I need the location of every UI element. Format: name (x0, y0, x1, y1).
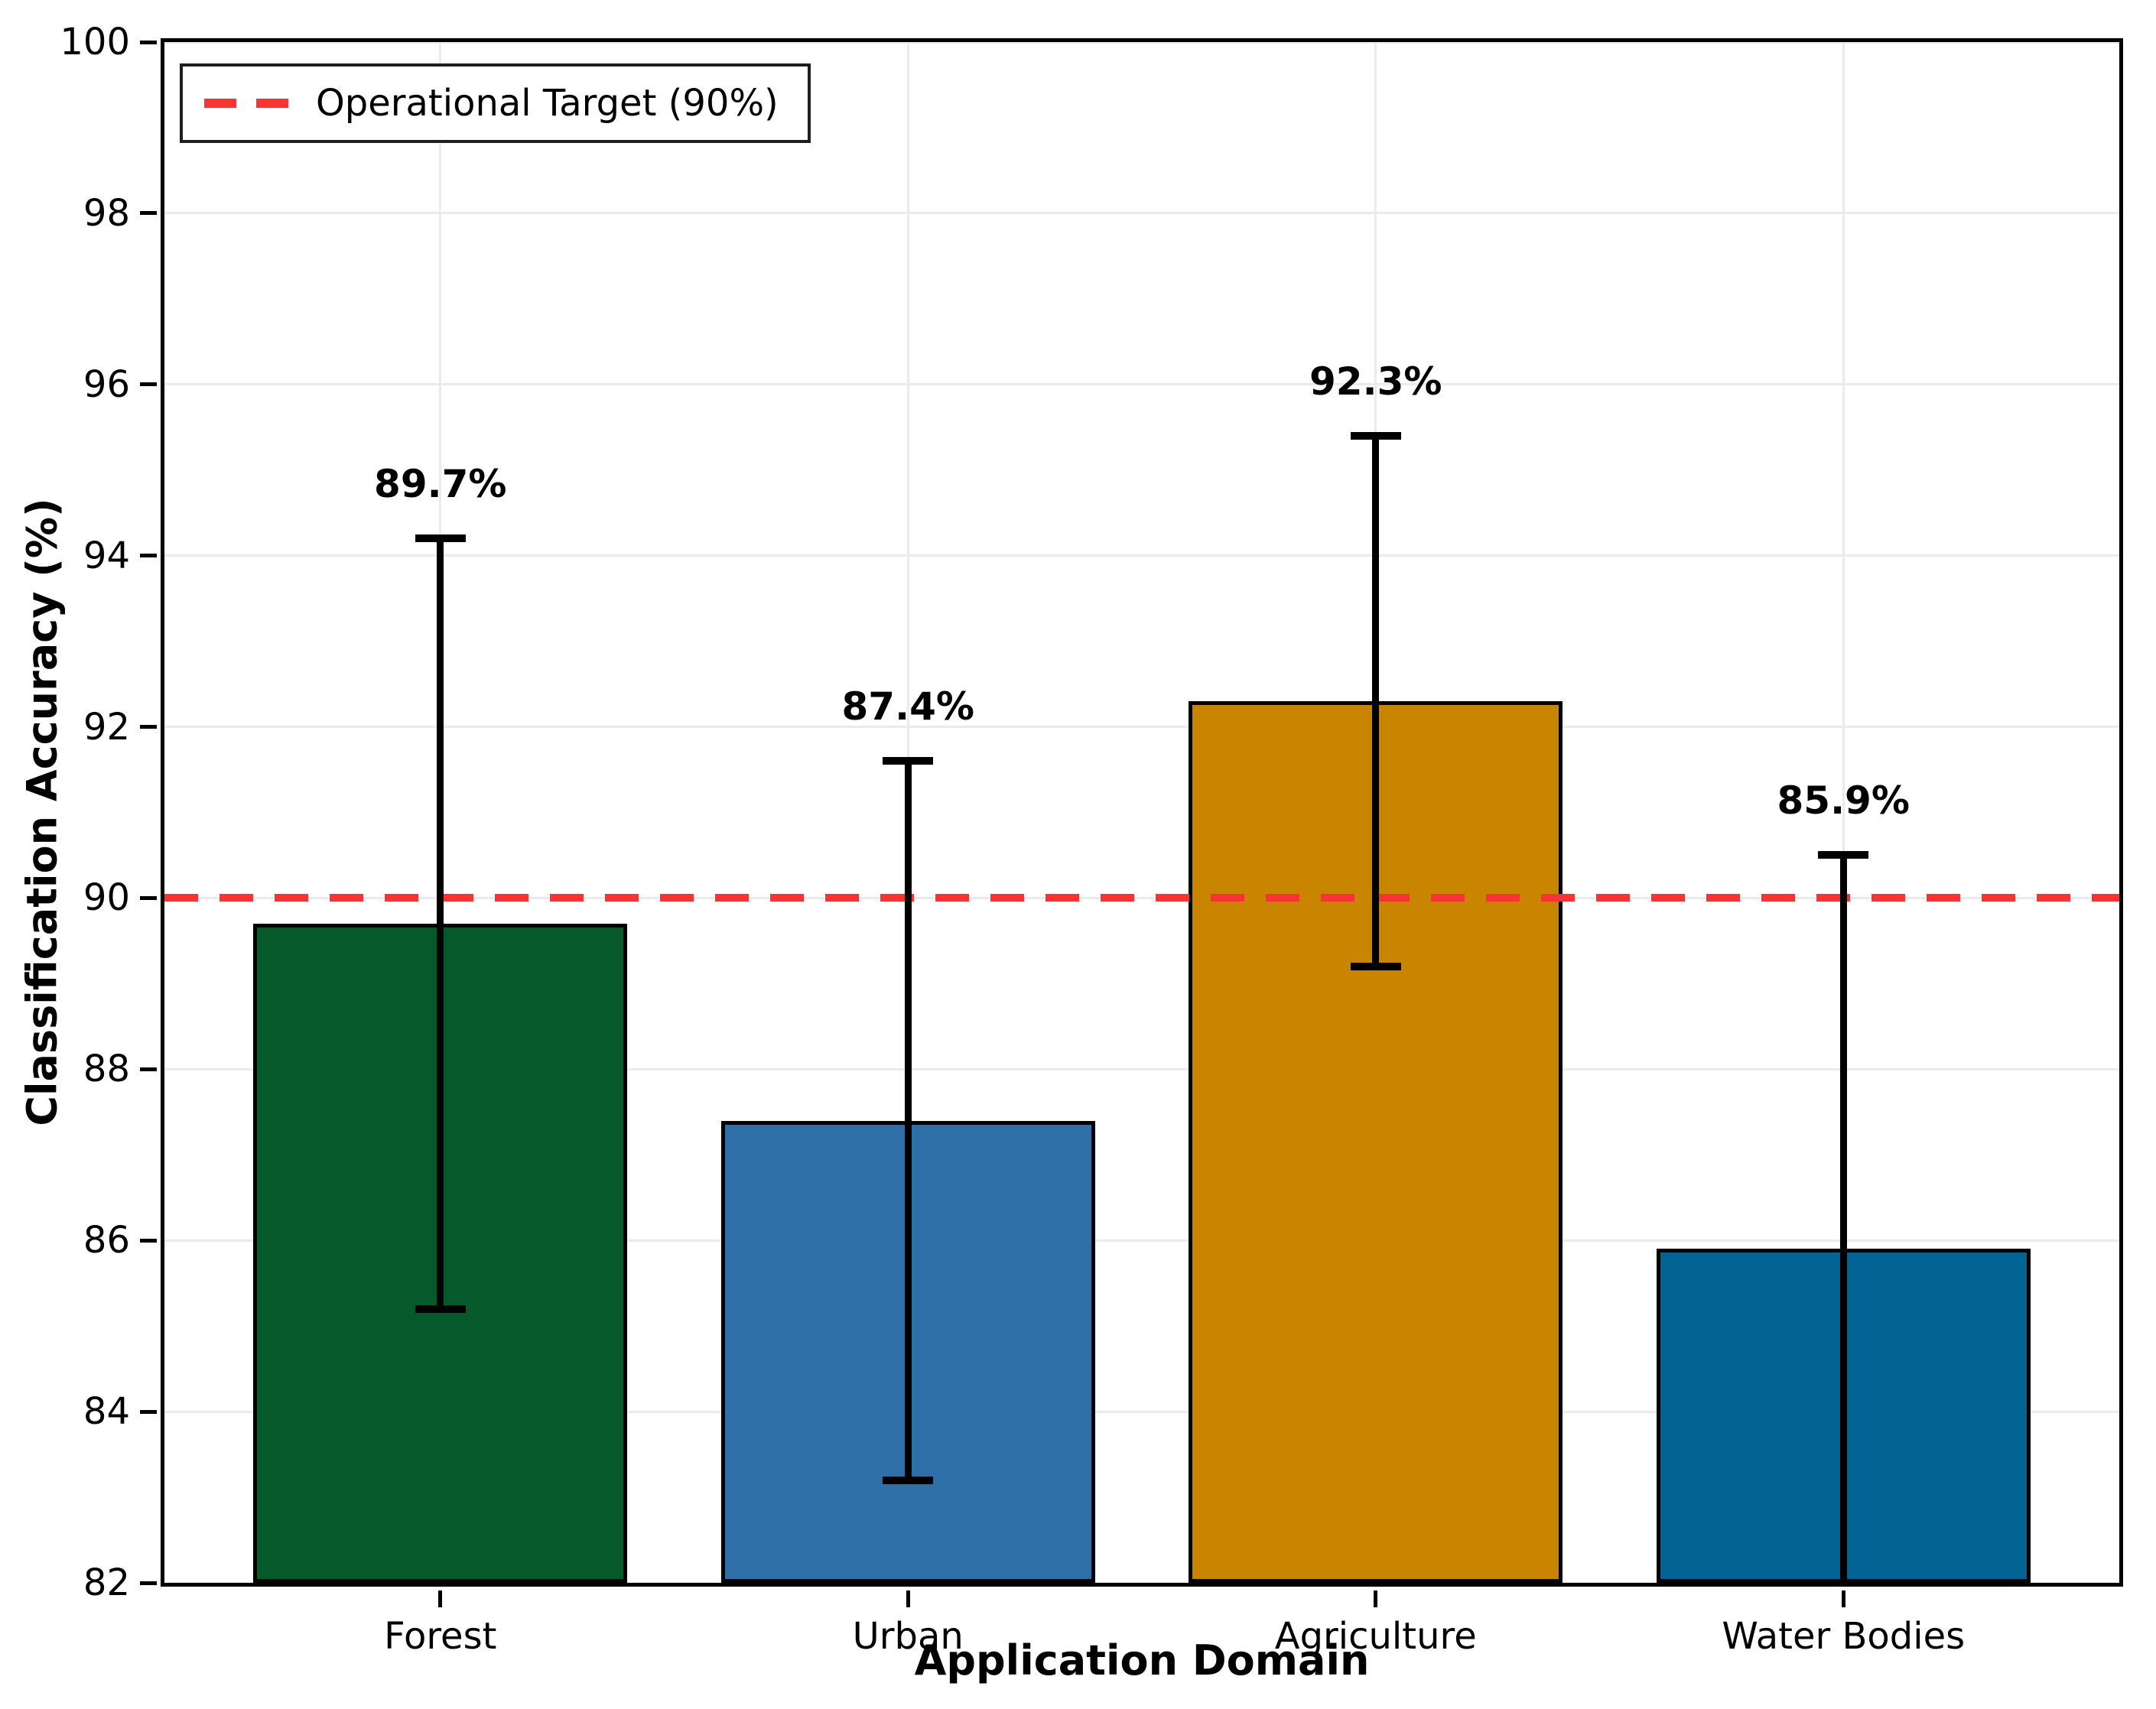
plot-area (164, 42, 2119, 1583)
y-gridline (164, 1581, 2119, 1583)
bar-value-label: 87.4% (841, 684, 974, 729)
target-line-legend-label: Operational Target (90%) (316, 82, 779, 125)
y-gridline (164, 1239, 2119, 1242)
y-gridline (164, 1067, 2119, 1071)
y-tick-label: 86 (83, 1219, 130, 1262)
x-tick-label: Water Bodies (1722, 1615, 1966, 1658)
y-gridline (164, 383, 2119, 386)
y-tick-label: 82 (83, 1561, 130, 1604)
error-bar-cap-bottom (883, 1476, 934, 1484)
plot-overlay: Operational Target (90%) 82 84 86 88 90 92 94 9… (60, 21, 2119, 1658)
x-tick-label: Agriculture (1274, 1615, 1477, 1658)
y-tick-mark (140, 382, 157, 387)
y-tick-label: 92 (83, 705, 130, 749)
target-line-legend-swatch (204, 99, 290, 108)
y-tick-mark (140, 1409, 157, 1414)
y-tick-label: 98 (83, 191, 130, 235)
y-axis-label: Classification Accuracy (%) (18, 498, 67, 1126)
error-bar (437, 538, 444, 1309)
y-gridline (164, 726, 2119, 729)
error-bar (904, 761, 912, 1480)
y-gridline (164, 212, 2119, 215)
error-bar-cap-top (1818, 851, 1869, 859)
x-tick-label: Forest (384, 1615, 497, 1658)
y-tick-label: 94 (83, 534, 130, 577)
y-tick-mark (140, 40, 157, 44)
y-tick-label: 96 (83, 362, 130, 406)
y-tick-mark (140, 725, 157, 729)
legend: Operational Target (90%) (180, 63, 811, 143)
x-tick-mark (906, 1590, 910, 1607)
bar-value-label: 85.9% (1777, 778, 1910, 824)
x-tick-mark (1841, 1590, 1845, 1607)
error-bar-cap-bottom (1350, 963, 1401, 970)
error-bar-cap-top (1350, 431, 1401, 440)
y-gridline (164, 42, 2119, 44)
x-tick-label: Urban (852, 1615, 964, 1658)
y-tick-mark (140, 1067, 157, 1071)
y-tick-mark (140, 211, 157, 216)
error-bar (1839, 855, 1847, 1583)
y-tick-label: 88 (83, 1048, 130, 1091)
y-tick-label: 90 (83, 876, 130, 920)
y-gridline (164, 554, 2119, 557)
bar-value-label: 92.3% (1309, 359, 1442, 404)
y-tick-label: 100 (60, 21, 130, 63)
x-tick-mark (438, 1590, 443, 1607)
error-bar-cap-top (883, 757, 934, 765)
bar-value-label: 89.7% (374, 462, 507, 507)
error-bar-cap-bottom (415, 1304, 466, 1313)
error-bar (1372, 435, 1380, 967)
y-tick-mark (140, 1238, 157, 1243)
operational-target-line (164, 894, 2119, 902)
y-gridline (164, 1410, 2119, 1413)
x-tick-mark (1374, 1590, 1378, 1607)
y-tick-mark (140, 1581, 157, 1585)
y-tick-mark (140, 895, 157, 900)
x-axis-label: Application Domain (914, 1636, 1370, 1685)
x-gridline (1842, 42, 1845, 1583)
y-tick-mark (140, 554, 157, 558)
error-bar-cap-top (415, 534, 466, 543)
y-tick-label: 84 (83, 1390, 130, 1434)
